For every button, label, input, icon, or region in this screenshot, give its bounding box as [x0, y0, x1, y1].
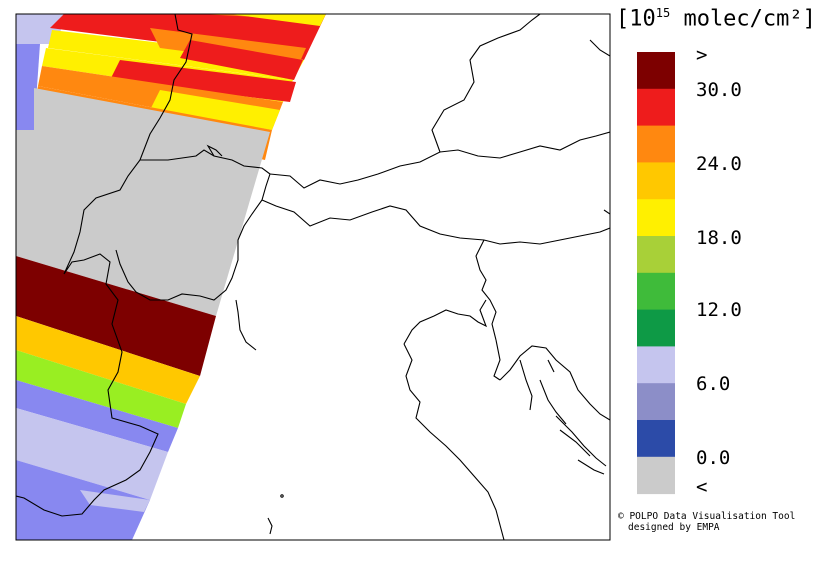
- legend-swatch: [637, 88, 675, 127]
- border-line: [206, 144, 223, 157]
- legend-unit-label: [1015 molec/cm²]: [616, 6, 813, 32]
- border-line: [475, 239, 497, 341]
- legend-swatch: [637, 456, 675, 495]
- island: [539, 379, 567, 425]
- legend-tick: 0.0: [696, 447, 731, 469]
- legend-swatch: [637, 52, 675, 90]
- border-line: [269, 14, 541, 189]
- legend-tick: 6.0: [696, 373, 731, 395]
- legend-swatch: [637, 162, 675, 200]
- credit-line-1: © POLPO Data Visualisation Tool: [618, 511, 796, 522]
- swath-band: [180, 40, 303, 80]
- swath-band: [16, 460, 150, 540]
- legend-tick: 30.0: [696, 79, 742, 101]
- map-border: [15, 13, 611, 541]
- legend-tick: <: [696, 476, 708, 498]
- swath-band: [16, 130, 34, 200]
- coastline: [403, 343, 505, 540]
- swath-band: [16, 380, 178, 452]
- swath-band: [16, 88, 270, 316]
- credit-line-2: designed by EMPA: [628, 522, 720, 533]
- island: [555, 415, 607, 467]
- satellite-swath: [16, 14, 326, 540]
- coastline: [499, 345, 610, 421]
- legend-swatch: [637, 420, 675, 458]
- coastline: [403, 299, 488, 345]
- swath-band: [150, 90, 280, 130]
- coastlines-and-borders: [16, 14, 610, 540]
- swath-band: [16, 256, 216, 376]
- border-line: [589, 39, 610, 57]
- border-line: [261, 199, 610, 245]
- color-legend-bar: [637, 52, 675, 495]
- legend-swatch: [637, 272, 675, 311]
- swath-band: [16, 316, 200, 404]
- swath-band: [210, 14, 326, 26]
- legend-swatch: [637, 309, 675, 347]
- island: [280, 494, 284, 498]
- legend-tick: 24.0: [696, 153, 742, 175]
- legend-tick: 18.0: [696, 227, 742, 249]
- swath-band: [110, 60, 296, 102]
- legend-swatch: [637, 346, 675, 384]
- legend-tick: >: [696, 44, 708, 66]
- border-line: [603, 209, 610, 215]
- swath-band: [80, 490, 150, 512]
- border-line: [16, 14, 193, 517]
- legend-swatch: [637, 236, 675, 274]
- island: [577, 459, 605, 475]
- swath-band: [16, 350, 186, 428]
- legend-tick: 12.0: [696, 299, 742, 321]
- legend-swatch: [637, 383, 675, 421]
- island: [547, 359, 555, 373]
- coastline: [493, 339, 501, 381]
- border-line: [439, 131, 610, 159]
- legend-swatch: [637, 125, 675, 163]
- island: [519, 359, 533, 411]
- island: [559, 429, 591, 457]
- coastline: [235, 299, 257, 351]
- legend-swatch: [637, 199, 675, 237]
- coastline: [267, 517, 273, 535]
- border-line: [115, 149, 271, 301]
